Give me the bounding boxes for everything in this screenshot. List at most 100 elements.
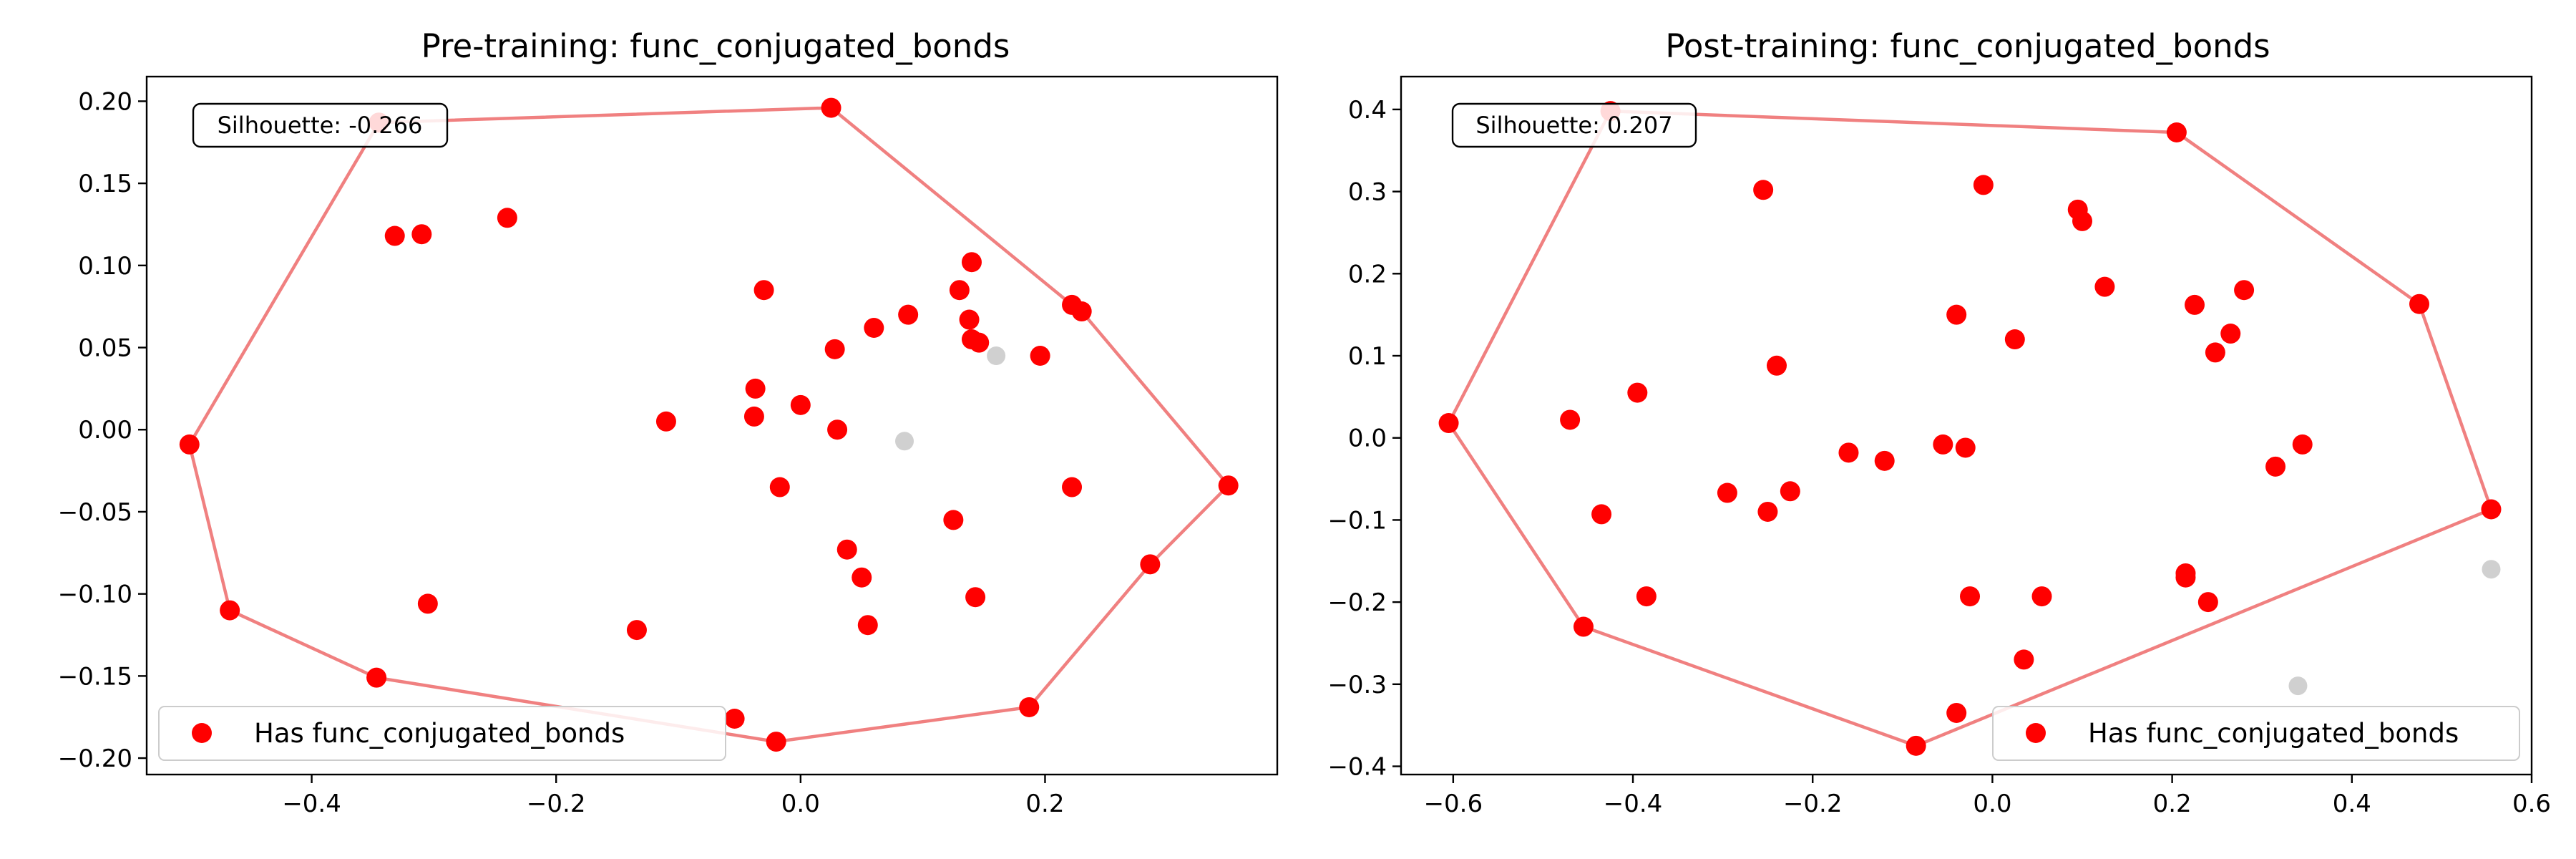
scatter-point: [1933, 434, 1953, 455]
positive-points-layer: [1438, 101, 2502, 756]
scatter-point: [1973, 175, 1994, 195]
scatter-point: [753, 280, 774, 301]
scatter-point: [2481, 499, 2502, 520]
scatter-point: [824, 339, 845, 359]
y-tick-label: −0.15: [58, 662, 132, 691]
scatter-point: [1946, 304, 1967, 325]
legend-marker: [2026, 723, 2046, 743]
scatter-point: [1753, 180, 1774, 200]
y-tick-label: 0.0: [1348, 424, 1387, 453]
y-tick-label: 0.1: [1348, 342, 1387, 371]
y-tick-label: −0.1: [1327, 506, 1387, 535]
y-tick-label: 0.3: [1348, 178, 1387, 207]
scatter-point: [1560, 409, 1581, 430]
scatter-point: [790, 394, 811, 415]
scatter-point: [1140, 554, 1161, 575]
scatter-point: [1636, 586, 1657, 607]
y-tick-label: −0.2: [1327, 588, 1387, 617]
scatter-point: [1627, 382, 1648, 403]
y-tick-label: 0.20: [78, 87, 132, 116]
scatter-point: [745, 378, 766, 399]
scatter-point: [959, 309, 980, 330]
scatter-point: [969, 332, 990, 353]
scatter-point: [2292, 434, 2313, 455]
plot-frame: [1400, 75, 2533, 776]
x-tick-label: 0.6: [2512, 790, 2551, 818]
scatter-point: [497, 208, 517, 228]
scatter-point: [1218, 475, 1239, 496]
x-tick-label: −0.6: [1424, 790, 1483, 818]
scatter-point: [2234, 280, 2255, 301]
x-tick-label: −0.4: [282, 790, 341, 818]
legend-label: Has func_conjugated_bonds: [254, 718, 625, 749]
scatter-point: [769, 477, 790, 498]
scatter-point: [1955, 437, 1976, 458]
x-tick-label: 0.2: [1025, 790, 1064, 818]
scatter-point-without-property: [987, 346, 1006, 365]
scatter-point: [2094, 276, 2115, 297]
scatter-point: [2197, 592, 2218, 613]
annotation-box: [192, 102, 449, 148]
annotation-box: [1451, 102, 1697, 148]
cluster-hull: [1447, 109, 2493, 748]
scatter-point: [1438, 413, 1459, 434]
x-tick-label: 0.4: [2333, 790, 2371, 818]
scatter-point: [366, 667, 387, 688]
hull-layer: [187, 106, 1230, 744]
scatter-point: [1780, 481, 1800, 502]
scatter-point: [2175, 567, 2196, 588]
scatter-point: [766, 732, 786, 752]
scatter-point: [1906, 735, 1926, 756]
scatter-point: [2031, 586, 2052, 607]
scatter-point: [949, 280, 970, 301]
scatter-point: [417, 593, 438, 614]
scatter-point: [384, 225, 405, 246]
scatter-point: [724, 709, 745, 729]
silhouette-score: Silhouette: -0.266: [218, 112, 423, 139]
legend-marker: [192, 723, 212, 743]
scatter-point-without-property: [2482, 560, 2501, 579]
scatter-point: [220, 600, 240, 621]
y-tick-label: −0.20: [58, 744, 132, 773]
scatter-point: [2265, 456, 2286, 477]
legend-box: [1992, 706, 2520, 761]
plot-frame: [145, 75, 1279, 776]
scatter-point-without-property: [2288, 676, 2308, 696]
negative-points-layer: [2288, 560, 2501, 696]
scatter-point: [1960, 586, 1981, 607]
legend-label: Has func_conjugated_bonds: [2088, 718, 2459, 749]
y-axis-ticks: −0.4 −0.3 −0.2 −0.1 0.0 0.1 0.2 0.3 0.4: [1327, 96, 1401, 782]
legend: Has func_conjugated_bonds: [1992, 706, 2520, 761]
scatter-point: [1019, 697, 1040, 717]
pre-training-panel: Pre-training: func_conjugated_bonds −0.4…: [58, 27, 1279, 818]
legend: Has func_conjugated_bonds: [158, 706, 726, 761]
scatter-point: [2004, 329, 2025, 350]
x-axis-ticks: −0.6 −0.4 −0.2 0.0 0.2 0.4 0.6: [1424, 775, 2551, 818]
scatter-point: [1946, 702, 1967, 723]
x-tick-label: 0.2: [2153, 790, 2192, 818]
scatter-point: [2166, 122, 2187, 142]
scatter-point: [961, 252, 982, 273]
scatter-point: [743, 406, 764, 427]
scatter-point: [179, 434, 200, 455]
x-tick-label: −0.2: [527, 790, 586, 818]
scatter-point: [857, 615, 878, 636]
silhouette-score: Silhouette: 0.207: [1475, 112, 1672, 139]
scatter-point: [852, 567, 872, 588]
scatter-point: [1838, 442, 1859, 463]
scatter-point: [626, 620, 647, 641]
cluster-hull: [187, 106, 1230, 744]
scatter-point: [2220, 324, 2241, 344]
positive-points-layer: [179, 97, 1239, 752]
scatter-point: [2409, 293, 2430, 314]
chart-title: Pre-training: func_conjugated_bonds: [421, 27, 1010, 65]
hull-layer: [1447, 109, 2493, 748]
y-tick-label: 0.2: [1348, 260, 1387, 288]
y-tick-label: 0.15: [78, 170, 132, 198]
chart-title: Post-training: func_conjugated_bonds: [1665, 27, 2270, 65]
scatter-point: [1573, 616, 1594, 637]
scatter-point: [965, 587, 986, 608]
scatter-point: [821, 97, 841, 118]
x-axis-ticks: −0.4 −0.2 0.0 0.2: [282, 775, 1064, 818]
